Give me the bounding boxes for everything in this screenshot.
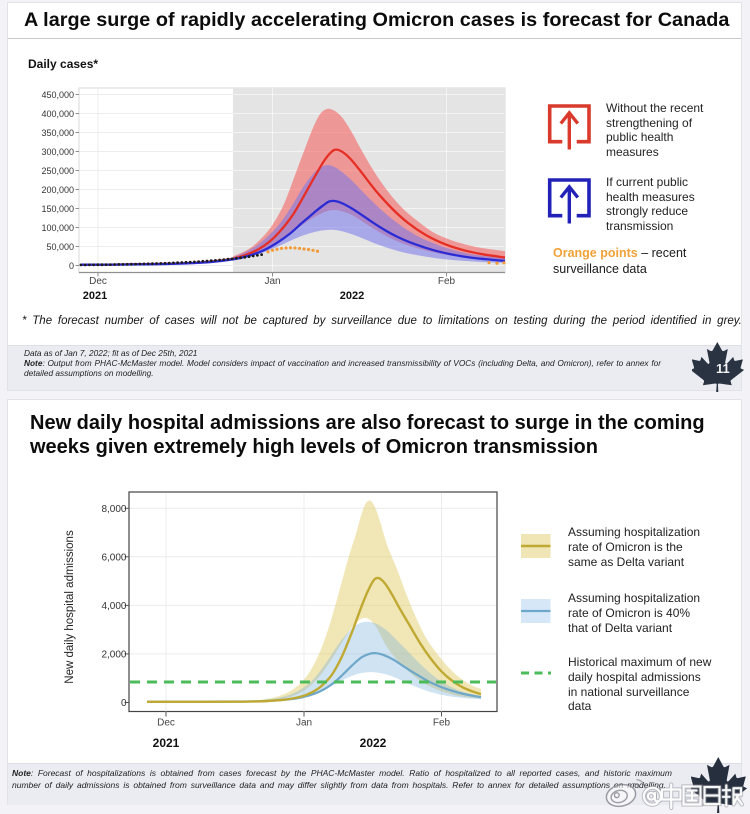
svg-text:100,000: 100,000 bbox=[41, 223, 74, 233]
svg-text:8,000: 8,000 bbox=[101, 504, 126, 515]
svg-text:50,000: 50,000 bbox=[46, 242, 74, 252]
svg-text:300,000: 300,000 bbox=[41, 147, 74, 157]
svg-text:250,000: 250,000 bbox=[41, 166, 74, 176]
svg-text:450,000: 450,000 bbox=[41, 90, 74, 100]
svg-text:Dec: Dec bbox=[89, 276, 107, 287]
svg-text:200,000: 200,000 bbox=[41, 185, 74, 195]
svg-text:0: 0 bbox=[121, 698, 127, 709]
svg-text:Feb: Feb bbox=[433, 718, 451, 729]
svg-text:2021: 2021 bbox=[83, 290, 107, 302]
svg-text:Jan: Jan bbox=[296, 718, 312, 729]
svg-text:0: 0 bbox=[69, 261, 74, 271]
svg-text:2021: 2021 bbox=[153, 736, 180, 750]
svg-text:New daily hospital admissions: New daily hospital admissions bbox=[64, 530, 76, 684]
svg-text:Jan: Jan bbox=[264, 276, 280, 287]
svg-text:400,000: 400,000 bbox=[41, 109, 74, 119]
svg-text:2,000: 2,000 bbox=[101, 649, 126, 660]
svg-text:6,000: 6,000 bbox=[101, 552, 126, 563]
svg-text:2022: 2022 bbox=[340, 290, 364, 302]
svg-text:4,000: 4,000 bbox=[101, 601, 126, 612]
svg-text:2022: 2022 bbox=[360, 736, 387, 750]
svg-text:Feb: Feb bbox=[438, 276, 456, 287]
svg-text:Dec: Dec bbox=[157, 718, 175, 729]
svg-text:150,000: 150,000 bbox=[41, 204, 74, 214]
svg-text:350,000: 350,000 bbox=[41, 128, 74, 138]
